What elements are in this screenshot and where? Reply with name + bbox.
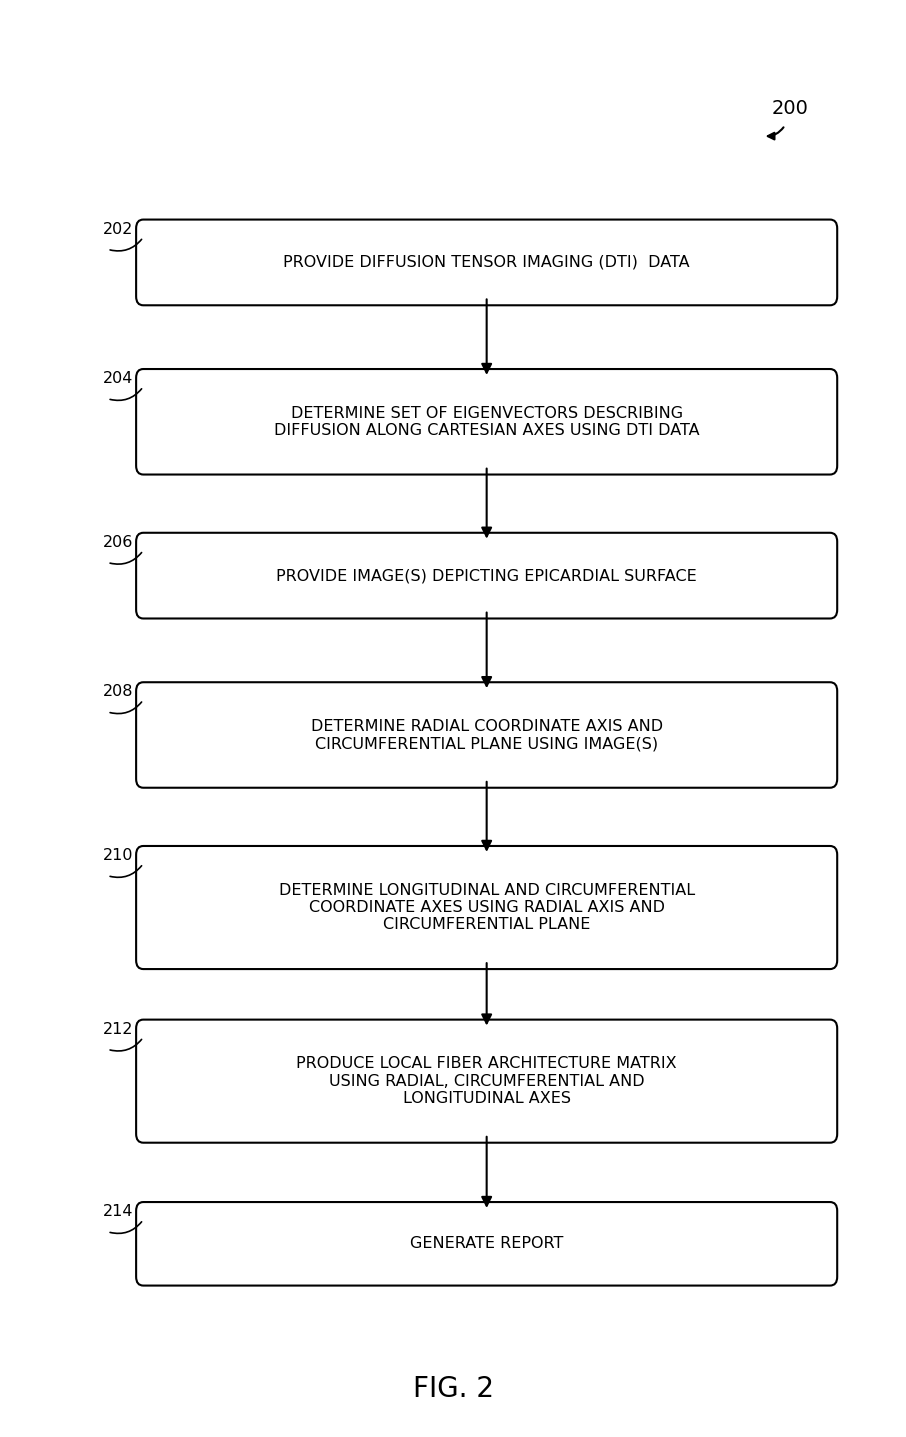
Text: 204: 204 — [103, 371, 133, 387]
Text: PROVIDE DIFFUSION TENSOR IMAGING (DTI)  DATA: PROVIDE DIFFUSION TENSOR IMAGING (DTI) D… — [284, 254, 690, 270]
Text: PRODUCE LOCAL FIBER ARCHITECTURE MATRIX
USING RADIAL, CIRCUMFERENTIAL AND
LONGIT: PRODUCE LOCAL FIBER ARCHITECTURE MATRIX … — [296, 1056, 677, 1106]
Text: DETERMINE LONGITUDINAL AND CIRCUMFERENTIAL
COORDINATE AXES USING RADIAL AXIS AND: DETERMINE LONGITUDINAL AND CIRCUMFERENTI… — [279, 882, 695, 933]
Text: DETERMINE SET OF EIGENVECTORS DESCRIBING
DIFFUSION ALONG CARTESIAN AXES USING DT: DETERMINE SET OF EIGENVECTORS DESCRIBING… — [274, 405, 699, 438]
Text: 206: 206 — [103, 535, 133, 550]
Text: 212: 212 — [103, 1022, 133, 1038]
Text: FIG. 2: FIG. 2 — [412, 1375, 494, 1403]
FancyBboxPatch shape — [136, 1201, 837, 1286]
FancyBboxPatch shape — [136, 369, 837, 474]
Text: 214: 214 — [103, 1204, 133, 1219]
Text: 200: 200 — [771, 99, 808, 118]
FancyBboxPatch shape — [136, 683, 837, 787]
Text: DETERMINE RADIAL COORDINATE AXIS AND
CIRCUMFERENTIAL PLANE USING IMAGE(S): DETERMINE RADIAL COORDINATE AXIS AND CIR… — [311, 718, 662, 752]
Text: PROVIDE IMAGE(S) DEPICTING EPICARDIAL SURFACE: PROVIDE IMAGE(S) DEPICTING EPICARDIAL SU… — [276, 568, 697, 583]
Text: 202: 202 — [103, 221, 133, 237]
FancyBboxPatch shape — [136, 846, 837, 969]
Text: 210: 210 — [103, 848, 133, 864]
Text: GENERATE REPORT: GENERATE REPORT — [410, 1236, 564, 1252]
FancyBboxPatch shape — [136, 1020, 837, 1142]
FancyBboxPatch shape — [136, 220, 837, 305]
Text: 208: 208 — [103, 684, 133, 700]
FancyBboxPatch shape — [136, 533, 837, 618]
